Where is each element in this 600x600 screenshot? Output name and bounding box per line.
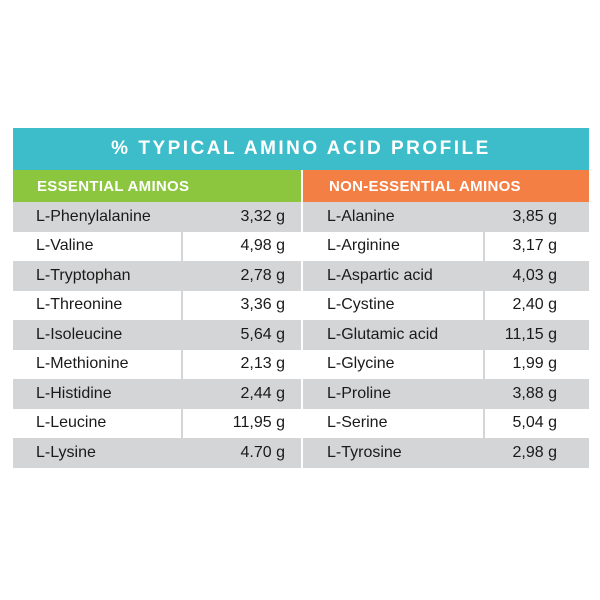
amino-name: L-Arginine	[327, 237, 400, 255]
table-row: L-Leucine 11,95 g	[13, 408, 301, 438]
amino-value: 3,85 g	[512, 207, 557, 225]
amino-value: 2,13 g	[181, 349, 301, 379]
amino-name: L-Leucine	[36, 414, 107, 432]
amino-value: 4,98 g	[181, 231, 301, 261]
amino-value: 2,98 g	[512, 443, 557, 461]
amino-name: L-Valine	[36, 237, 94, 255]
amino-acid-profile-table: % TYPICAL AMINO ACID PROFILE ESSENTIAL A…	[13, 128, 589, 468]
essential-aminos-rows: L-Phenylalanine 3,32 g L-Valine 4,98 g L…	[13, 202, 301, 468]
non-essential-aminos-column: NON-ESSENTIAL AMINOS L-Alanine 3,85 g L-…	[303, 170, 589, 468]
amino-name: L-Tyrosine	[327, 443, 402, 461]
amino-name: L-Lysine	[36, 443, 96, 461]
amino-value: 11,15 g	[504, 325, 557, 343]
table-row: L-Lysine 4.70 g	[13, 438, 301, 468]
table-row: L-Glycine 1,99 g	[303, 349, 589, 379]
amino-name: L-Phenylalanine	[36, 207, 151, 225]
table-row: L-Serine 5,04 g	[303, 408, 589, 438]
table-row: L-Methionine 2,13 g	[13, 349, 301, 379]
amino-value: 4.70 g	[240, 443, 285, 461]
amino-name: L-Cystine	[327, 296, 395, 314]
amino-name: L-Aspartic acid	[327, 266, 433, 284]
table-row: L-Glutamic acid 11,15 g	[303, 320, 589, 350]
non-essential-aminos-header: NON-ESSENTIAL AMINOS	[303, 170, 589, 202]
column-divider	[301, 170, 303, 468]
essential-aminos-column: ESSENTIAL AMINOS L-Phenylalanine 3,32 g …	[13, 170, 301, 468]
amino-value: 3,32 g	[240, 207, 285, 225]
amino-name: L-Glycine	[327, 355, 395, 373]
amino-name: L-Tryptophan	[36, 266, 131, 284]
table-title: % TYPICAL AMINO ACID PROFILE	[13, 128, 589, 170]
table-row: L-Cystine 2,40 g	[303, 290, 589, 320]
table-row: L-Histidine 2,44 g	[13, 379, 301, 409]
amino-value: 2,78 g	[240, 266, 285, 284]
amino-value: 1,99 g	[483, 349, 589, 379]
table-row: L-Isoleucine 5,64 g	[13, 320, 301, 350]
amino-name: L-Glutamic acid	[327, 325, 439, 343]
amino-name: L-Proline	[327, 384, 392, 402]
essential-aminos-header: ESSENTIAL AMINOS	[13, 170, 301, 202]
amino-value: 4,03 g	[512, 266, 557, 284]
amino-value: 5,04 g	[483, 408, 589, 438]
table-row: L-Tyrosine 2,98 g	[303, 438, 589, 468]
table-row: L-Aspartic acid 4,03 g	[303, 261, 589, 291]
table-row: L-Valine 4,98 g	[13, 231, 301, 261]
table-row: L-Tryptophan 2,78 g	[13, 261, 301, 291]
amino-name: L-Histidine	[36, 384, 112, 402]
table-row: L-Proline 3,88 g	[303, 379, 589, 409]
amino-value: 3,17 g	[483, 231, 589, 261]
table-row: L-Threonine 3,36 g	[13, 290, 301, 320]
amino-value: 2,40 g	[483, 290, 589, 320]
amino-name: L-Methionine	[36, 355, 129, 373]
amino-name: L-Isoleucine	[36, 325, 123, 343]
amino-value: 11,95 g	[181, 408, 301, 438]
amino-value: 5,64 g	[240, 325, 285, 343]
table-row: L-Phenylalanine 3,32 g	[13, 202, 301, 232]
amino-value: 3,36 g	[181, 290, 301, 320]
amino-value: 3,88 g	[512, 384, 557, 402]
table-row: L-Arginine 3,17 g	[303, 231, 589, 261]
amino-value: 2,44 g	[240, 384, 285, 402]
table-row: L-Alanine 3,85 g	[303, 202, 589, 232]
non-essential-aminos-rows: L-Alanine 3,85 g L-Arginine 3,17 g L-Asp…	[303, 202, 589, 468]
amino-name: L-Alanine	[327, 207, 395, 225]
amino-name: L-Serine	[327, 414, 388, 432]
amino-name: L-Threonine	[36, 296, 123, 314]
